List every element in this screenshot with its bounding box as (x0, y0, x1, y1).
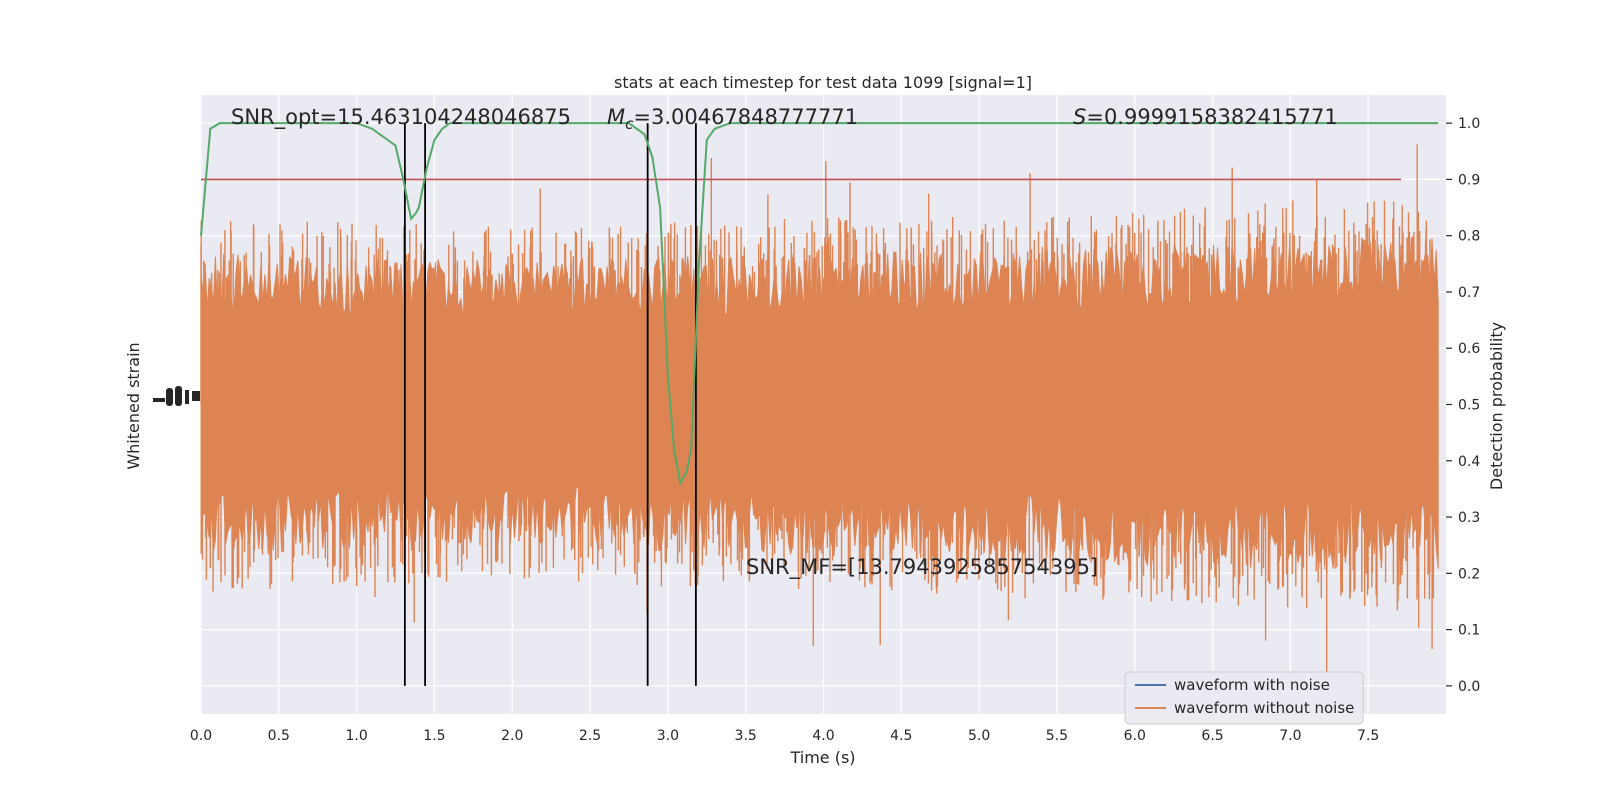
x-tick-label: 5.5 (1046, 728, 1068, 744)
x-tick-label: 3.0 (657, 728, 679, 744)
x-tick-label: 7.0 (1279, 728, 1301, 744)
annotation-statistic: S=0.9999158382415771 (1073, 105, 1338, 129)
x-tick-label: 4.5 (890, 728, 912, 744)
x-tick-label: 1.0 (345, 728, 367, 744)
x-tick-label: 4.0 (812, 728, 834, 744)
x-tick-label: 2.0 (501, 728, 523, 744)
chart-title: stats at each timestep for test data 109… (614, 73, 1032, 92)
x-axis-label: Time (s) (789, 748, 855, 767)
legend: waveform with noise waveform without noi… (1124, 671, 1364, 725)
y-tick-label: 0.5 (1458, 398, 1480, 414)
x-tick-label: 0.5 (268, 728, 290, 744)
y-tick-label: 0.0 (1458, 679, 1480, 695)
x-axis-ticks: 0.0 0.5 1.0 1.5 2.0 2.5 3.0 3.5 4.0 4.5 5.0 5.5 6.0 6… (190, 728, 1379, 744)
y-tick-label: 0.8 (1458, 229, 1480, 245)
x-tick-label: 7.5 (1357, 728, 1379, 744)
x-tick-label: 1.5 (423, 728, 445, 744)
legend-label-without-noise: waveform without noise (1174, 699, 1354, 717)
left-y-axis-label: Whitened strain (124, 342, 143, 469)
x-tick-label: 5.0 (968, 728, 990, 744)
x-tick-label: 3.5 (735, 728, 757, 744)
vertical-marker-lines (403, 123, 697, 686)
y-tick-label: 0.2 (1458, 566, 1480, 582)
annotation-chirp-mass: Mc=3.00467848777771 (607, 105, 858, 133)
x-tick-label: 0.0 (190, 728, 212, 744)
y-tick-label: 0.9 (1458, 172, 1480, 188)
y-tick-label: 0.3 (1458, 510, 1480, 526)
x-tick-label: 6.5 (1201, 728, 1223, 744)
annotation-snr-mf: SNR_MF=[13.794392585754395] (746, 555, 1098, 580)
y-tick-label: 0.4 (1458, 454, 1480, 470)
x-tick-label: 6.0 (1124, 728, 1146, 744)
right-y-axis-ticks: 0.0 0.1 0.2 0.3 0.4 0.5 0.6 0.7 0.8 0.9 1.0 (1446, 116, 1480, 695)
x-tick-label: 2.5 (579, 728, 601, 744)
y-tick-label: 0.1 (1458, 623, 1480, 639)
y-tick-label: 1.0 (1458, 116, 1480, 132)
waveform-spikes (200, 144, 1437, 672)
legend-label-with-noise: waveform with noise (1174, 676, 1330, 694)
annotation-snr-opt: SNR_opt=15.463104248046875 (231, 105, 571, 130)
series-detection-probability (200, 122, 1439, 487)
y-tick-label: 0.7 (1458, 285, 1480, 301)
y-tick-label: 0.6 (1458, 341, 1480, 357)
left-y-axis-clutter (153, 386, 200, 406)
right-y-axis-label: Detection probability (1487, 322, 1506, 490)
noise-spikes (200, 144, 1437, 672)
